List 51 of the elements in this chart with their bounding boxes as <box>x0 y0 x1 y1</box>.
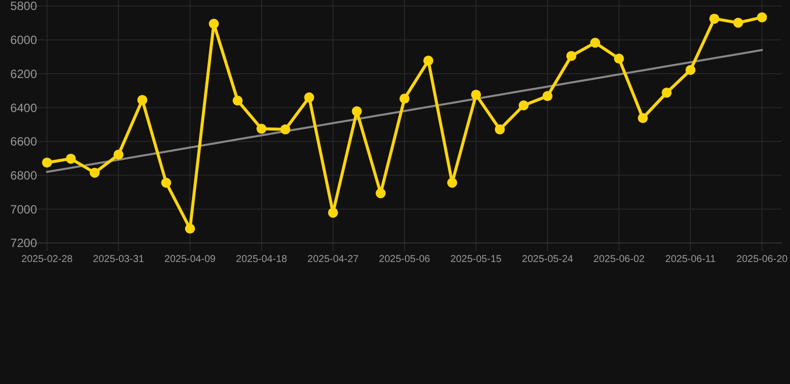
x-tick-label: 2025-06-20 <box>736 254 788 265</box>
point <box>518 100 529 110</box>
y-tick-label: 6800 <box>10 168 38 182</box>
point <box>42 158 52 168</box>
point <box>638 113 648 124</box>
x-tick-label: 2025-02-28 <box>21 254 74 265</box>
x-tick-label: 2025-04-27 <box>307 254 360 265</box>
point <box>757 12 767 22</box>
point <box>471 90 481 100</box>
x-tick-label: 2025-06-02 <box>593 254 646 265</box>
point <box>709 14 720 24</box>
point <box>304 92 314 102</box>
point <box>733 18 744 28</box>
point <box>423 56 434 66</box>
point <box>66 154 76 164</box>
point <box>590 38 600 48</box>
y-tick-label: 6400 <box>10 100 38 115</box>
y-tick-label: 5800 <box>10 0 38 14</box>
point <box>256 124 266 134</box>
y-tick-label: 6000 <box>10 33 38 48</box>
y-tick-label: 6600 <box>10 134 38 149</box>
point <box>208 18 219 29</box>
x-tick-label: 2025-04-09 <box>164 254 216 265</box>
point <box>400 94 410 104</box>
point <box>352 106 362 116</box>
point <box>447 178 458 188</box>
y-tick-label: 6200 <box>10 66 38 81</box>
x-tick-label: 2025-05-24 <box>522 254 574 265</box>
point <box>90 168 100 178</box>
point <box>328 208 338 218</box>
x-tick-label: 2025-05-15 <box>450 254 502 265</box>
point <box>161 178 172 188</box>
x-tick-label: 2025-03-31 <box>92 254 145 265</box>
point <box>566 50 576 61</box>
point <box>376 188 386 198</box>
point <box>686 64 696 75</box>
point <box>137 94 148 105</box>
point <box>614 54 624 64</box>
point <box>542 91 552 102</box>
point <box>494 124 505 134</box>
x-tick-label: 2025-06-11 <box>665 254 716 265</box>
y-tick-label: 7000 <box>10 202 38 216</box>
y-tick-label: 7200 <box>10 236 38 250</box>
line-series <box>46 49 763 173</box>
point <box>185 224 195 234</box>
x-tick-label: 2025-05-06 <box>378 254 431 265</box>
point <box>280 124 290 134</box>
point <box>662 88 672 98</box>
point <box>232 96 243 106</box>
x-tick-label: 2025-04-18 <box>236 254 288 265</box>
point <box>114 150 124 160</box>
